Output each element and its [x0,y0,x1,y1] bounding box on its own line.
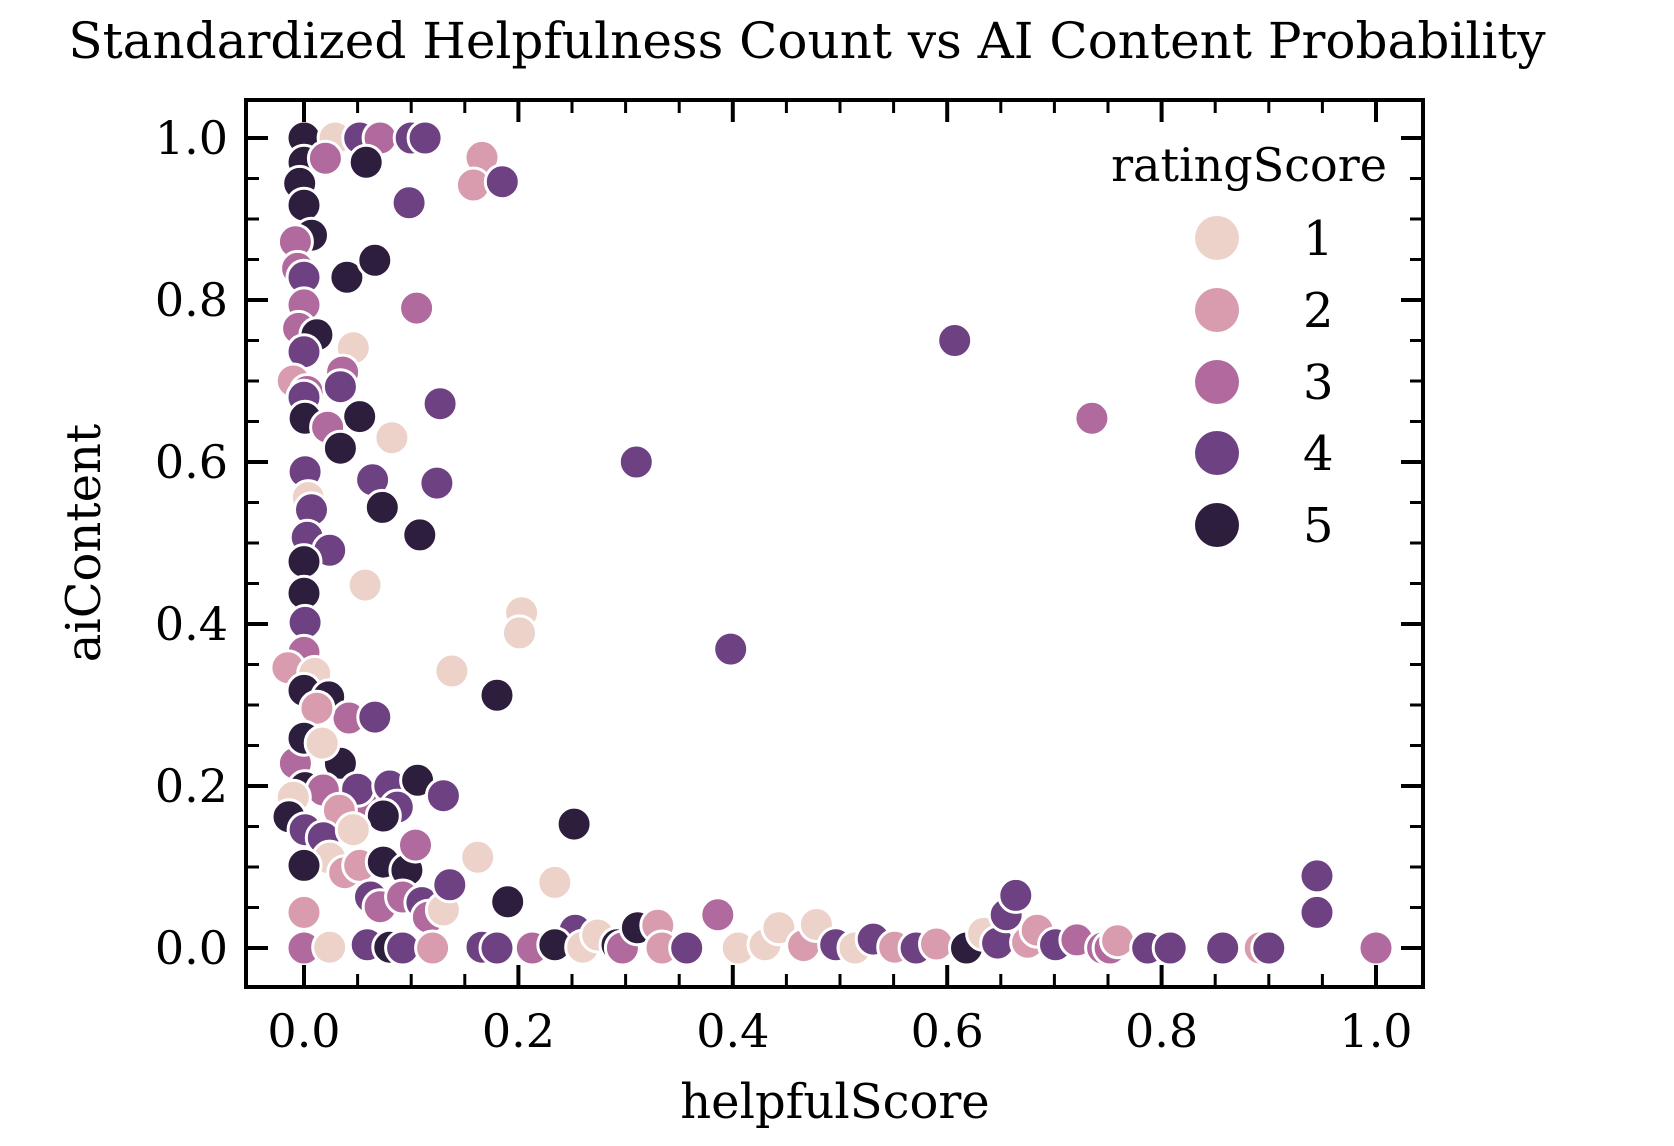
data-point [363,488,401,526]
data-point [285,846,323,884]
axis-ticks-layer [246,100,1423,987]
data-point [347,143,385,181]
data-point [421,385,459,423]
legend-swatch [1195,288,1239,332]
data-point [424,777,462,815]
x-tick-label: 0.6 [911,1004,984,1058]
data-point [712,630,750,668]
legend-swatch [1195,503,1239,547]
data-point [699,896,737,934]
y-axis-label: aiContent [56,424,112,662]
data-point [1250,929,1288,967]
data-point [401,516,439,554]
legend-entry-label: 2 [1303,283,1334,339]
data-point [334,811,372,849]
legend-entry-label: 5 [1303,498,1334,554]
data-point [1151,929,1189,967]
legend-title: ratingScore [1111,138,1387,192]
data-point [431,866,469,904]
legend: ratingScore 1 2 3 4 5 [1111,138,1387,554]
data-point [501,614,538,652]
data-point [1204,929,1242,967]
data-point [997,876,1035,914]
y-tick-label: 0.4 [155,597,228,651]
data-point [303,724,341,762]
data-point [617,443,655,481]
data-point [356,241,394,279]
x-tick-label: 0.2 [482,1004,555,1058]
data-point [1357,929,1395,967]
data-point [936,322,974,359]
data-point [760,909,798,947]
data-point [406,119,444,157]
data-point [364,797,402,835]
data-point [489,883,527,921]
data-point [321,429,359,467]
data-point [341,398,379,436]
data-point [1298,893,1336,931]
legend-swatch [1195,431,1239,475]
legend-swatch [1195,360,1239,404]
data-point [918,925,955,963]
data-point [390,184,428,222]
data-point [397,826,434,864]
data-point [414,929,452,967]
data-point [356,698,394,736]
data-point [478,676,516,714]
data-point [321,368,359,406]
legend-swatch [1195,216,1239,260]
data-point [555,805,593,843]
data-point [418,464,456,502]
legend-entry-label: 1 [1303,211,1334,267]
data-point [459,838,497,876]
axis-tick-labels-layer: 0.0 0.2 0.4 0.6 0.8 1.0 0.0 0.2 0.4 0.6 0.8 1.0 [155,111,1413,1058]
data-point [478,929,516,967]
data-point [433,652,471,690]
legend-entry-label: 3 [1303,355,1334,411]
data-point [398,289,436,327]
y-tick-label: 0.2 [155,759,228,813]
data-point [668,929,706,967]
data-point [311,928,349,966]
y-tick-label: 0.8 [155,273,228,327]
x-axis-label: helpfulScore [680,1074,989,1130]
data-point [1298,857,1336,895]
data-point [1099,922,1137,960]
y-tick-label: 0.0 [155,921,228,975]
data-point [285,543,323,581]
data-points-layer [269,119,1395,967]
data-point [373,419,411,457]
legend-entry-label: 4 [1303,426,1334,482]
data-point [346,566,384,604]
legend-items: 1 2 3 4 5 [1195,211,1334,554]
data-point [285,186,323,224]
chart-title: Standardized Helpfulness Count vs AI Con… [68,12,1546,70]
data-point [483,163,521,201]
data-point [1073,399,1111,437]
x-tick-label: 1.0 [1339,1004,1412,1058]
x-tick-label: 0.8 [1125,1004,1198,1058]
x-tick-label: 0.0 [267,1004,340,1058]
y-tick-label: 1.0 [155,111,228,165]
data-point [536,863,574,901]
data-point [306,139,344,177]
data-point [328,258,366,296]
y-tick-label: 0.6 [155,435,228,489]
x-tick-label: 0.4 [696,1004,769,1058]
data-point [285,893,323,931]
